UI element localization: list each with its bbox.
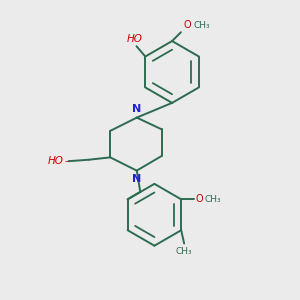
Text: O: O — [196, 194, 203, 204]
Text: CH₃: CH₃ — [205, 195, 221, 204]
Text: HO: HO — [48, 156, 64, 166]
Text: HO: HO — [127, 34, 143, 44]
Text: CH₃: CH₃ — [176, 247, 192, 256]
Text: CH₃: CH₃ — [193, 21, 210, 30]
Text: N: N — [132, 174, 141, 184]
Text: N: N — [132, 104, 141, 114]
Text: O: O — [184, 20, 191, 30]
